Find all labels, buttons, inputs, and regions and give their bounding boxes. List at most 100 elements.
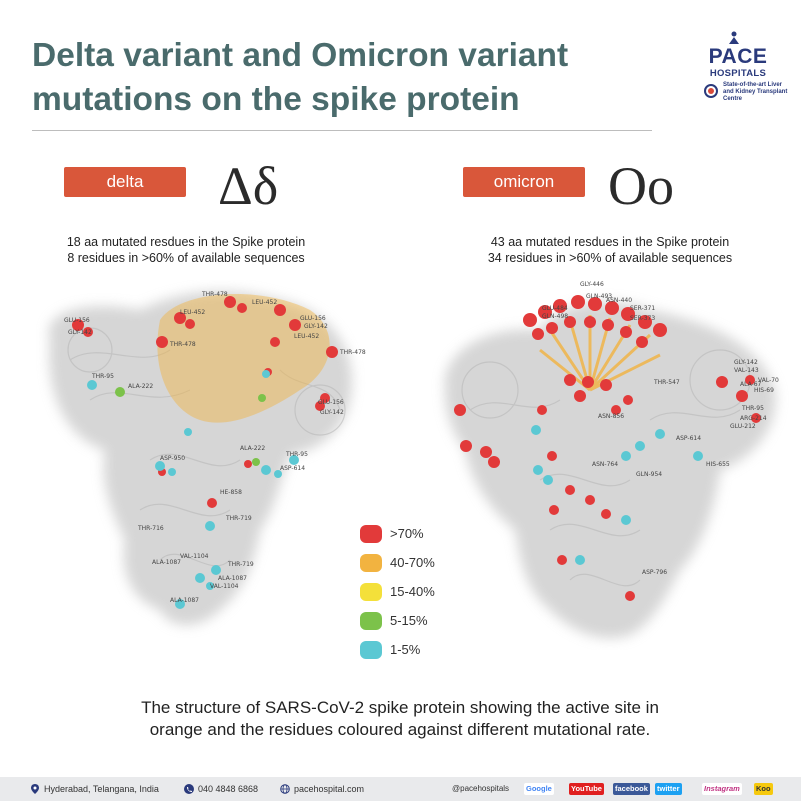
svg-text:VAL-143: VAL-143 bbox=[734, 367, 759, 374]
svg-text:HE-858: HE-858 bbox=[220, 489, 242, 496]
logo-figure-icon bbox=[729, 31, 739, 44]
delta-greek-letters: Δδ bbox=[218, 156, 279, 216]
legend-label: 15-40% bbox=[390, 584, 435, 599]
logo-badge-icon bbox=[704, 84, 718, 98]
footer-handle[interactable]: @pacehospitals bbox=[452, 784, 510, 793]
location-pin-icon bbox=[31, 783, 39, 794]
delta-active-site bbox=[157, 293, 330, 423]
phone-icon bbox=[184, 783, 194, 794]
svg-text:GLY-446: GLY-446 bbox=[580, 281, 604, 288]
footer-location-text: Hyderabad, Telangana, India bbox=[44, 784, 159, 794]
omicron-residue-dots bbox=[454, 295, 761, 601]
legend-item: >70% bbox=[360, 522, 470, 551]
svg-text:ALA-222: ALA-222 bbox=[128, 383, 153, 390]
omicron-residue-labels: GLY-446 GLN-493 ASN-440 GLU-484 GLN-498 SER… bbox=[542, 281, 779, 576]
delta-spike-structure: THR-478 LEU-452 GLU-156 GLY-142 LEU-452 GLU… bbox=[48, 291, 366, 625]
svg-text:THR-478: THR-478 bbox=[169, 341, 196, 348]
svg-text:ALA-1087: ALA-1087 bbox=[170, 597, 199, 604]
footer-website[interactable]: pacehospital.com bbox=[280, 777, 364, 801]
omicron-label-pill: omicron bbox=[463, 167, 585, 197]
legend-item: 5-15% bbox=[360, 609, 470, 638]
svg-text:ALA-222: ALA-222 bbox=[240, 445, 265, 452]
facebook-icon: facebook bbox=[615, 784, 648, 793]
delta-caption-line-2: 8 residues in >60% of available sequence… bbox=[67, 251, 305, 265]
omicron-spike-structure: GLY-446 GLN-493 ASN-440 GLU-484 GLN-498 SER… bbox=[444, 281, 779, 639]
youtube-link[interactable]: YouTube bbox=[569, 783, 604, 795]
svg-text:LEU-452: LEU-452 bbox=[252, 299, 277, 306]
svg-text:ASP-950: ASP-950 bbox=[160, 455, 185, 462]
title-divider bbox=[32, 130, 652, 131]
footer-phone[interactable]: 040 4848 6868 bbox=[184, 777, 258, 801]
svg-text:THR-478: THR-478 bbox=[339, 349, 366, 356]
footer-bar: Hyderabad, Telangana, India 040 4848 686… bbox=[0, 777, 801, 801]
omicron-protein-body bbox=[444, 301, 776, 639]
svg-text:THR-95: THR-95 bbox=[285, 451, 308, 458]
google-link[interactable]: Google bbox=[524, 783, 554, 795]
svg-text:GLY-142: GLY-142 bbox=[68, 329, 92, 336]
google-icon: Google bbox=[526, 784, 552, 793]
twitter-icon: twitter bbox=[657, 784, 680, 793]
omicron-caption: 43 aa mutated resdues in the Spike prote… bbox=[430, 234, 790, 266]
delta-residue-labels: THR-478 LEU-452 GLU-156 GLY-142 LEU-452 GLU… bbox=[64, 291, 366, 604]
svg-text:LEU-452: LEU-452 bbox=[294, 333, 319, 340]
svg-text:SER-371: SER-371 bbox=[630, 305, 655, 312]
legend-swatch bbox=[360, 525, 382, 543]
footer-website-text: pacehospital.com bbox=[294, 784, 365, 794]
svg-text:ASP-614: ASP-614 bbox=[676, 435, 701, 442]
svg-text:GLN-493: GLN-493 bbox=[586, 293, 612, 300]
legend-item: 40-70% bbox=[360, 551, 470, 580]
svg-text:GLN-954: GLN-954 bbox=[636, 471, 662, 478]
mutation-rate-legend: >70% 40-70% 15-40% 5-15% 1-5% bbox=[360, 522, 470, 667]
delta-caption-line-1: 18 aa mutated resdues in the Spike prote… bbox=[66, 235, 306, 249]
logo-tagline: State-of-the-art Liver and Kidney Transp… bbox=[723, 82, 788, 102]
svg-text:GLY-142: GLY-142 bbox=[734, 359, 758, 366]
svg-text:ARG-214: ARG-214 bbox=[740, 415, 767, 422]
footer-location[interactable]: Hyderabad, Telangana, India bbox=[30, 777, 159, 801]
legend-swatch bbox=[360, 612, 382, 630]
structure-caption-line-1: The structure of SARS-CoV-2 spike protei… bbox=[141, 698, 659, 717]
svg-text:THR-719: THR-719 bbox=[227, 561, 254, 568]
legend-label: >70% bbox=[390, 526, 424, 541]
svg-text:GLU-156: GLU-156 bbox=[64, 317, 90, 324]
svg-text:GLY-142: GLY-142 bbox=[320, 409, 344, 416]
svg-text:ALA-67: ALA-67 bbox=[740, 381, 762, 388]
svg-text:THR-719: THR-719 bbox=[225, 515, 252, 522]
svg-text:THR-716: THR-716 bbox=[137, 525, 164, 532]
twitter-link[interactable]: twitter bbox=[655, 783, 682, 795]
omicron-caption-line-1: 43 aa mutated resdues in the Spike prote… bbox=[490, 235, 730, 249]
omicron-caption-line-2: 34 residues in >60% of available sequenc… bbox=[487, 251, 733, 265]
svg-text:THR-547: THR-547 bbox=[653, 379, 680, 386]
svg-text:VAL-1104: VAL-1104 bbox=[210, 583, 239, 590]
svg-text:GLN-498: GLN-498 bbox=[542, 313, 568, 320]
svg-text:GLU-484: GLU-484 bbox=[542, 305, 568, 312]
svg-text:GLU-156: GLU-156 bbox=[300, 315, 326, 322]
delta-protein-texture bbox=[67, 327, 346, 567]
logo-name: PACE bbox=[708, 45, 768, 68]
svg-text:SER-373: SER-373 bbox=[630, 315, 655, 322]
pace-hospitals-logo[interactable]: PACE HOSPITALS State-of-the-art Liver an… bbox=[690, 28, 790, 108]
legend-swatch bbox=[360, 583, 382, 601]
facebook-link[interactable]: facebook bbox=[613, 783, 650, 795]
svg-text:HIS-69: HIS-69 bbox=[754, 387, 774, 394]
svg-text:ALA-1087: ALA-1087 bbox=[218, 575, 247, 582]
koo-link[interactable]: Koo bbox=[754, 783, 773, 795]
delta-protein-body bbox=[48, 291, 352, 625]
svg-text:GLU-212: GLU-212 bbox=[730, 423, 756, 430]
delta-label-pill: delta bbox=[64, 167, 186, 197]
svg-text:ALA-1087: ALA-1087 bbox=[152, 559, 181, 566]
omicron-greek-letters: Oo bbox=[608, 156, 674, 216]
svg-text:VAL-70: VAL-70 bbox=[758, 377, 779, 384]
svg-text:ASN-764: ASN-764 bbox=[592, 461, 618, 468]
youtube-icon: YouTube bbox=[571, 784, 602, 793]
koo-icon: Koo bbox=[756, 784, 771, 793]
svg-text:THR-95: THR-95 bbox=[741, 405, 764, 412]
svg-text:HIS-655: HIS-655 bbox=[706, 461, 730, 468]
title-line-1: Delta variant and Omicron variant bbox=[32, 37, 569, 74]
svg-text:VAL-1104: VAL-1104 bbox=[180, 553, 209, 560]
svg-text:ASN-440: ASN-440 bbox=[606, 297, 632, 304]
instagram-link[interactable]: Instagram bbox=[702, 783, 742, 795]
svg-text:GLU-156: GLU-156 bbox=[318, 399, 344, 406]
title-line-2: mutations on the spike protein bbox=[32, 81, 520, 118]
omicron-protein-texture bbox=[461, 349, 751, 587]
instagram-icon: Instagram bbox=[704, 784, 740, 793]
